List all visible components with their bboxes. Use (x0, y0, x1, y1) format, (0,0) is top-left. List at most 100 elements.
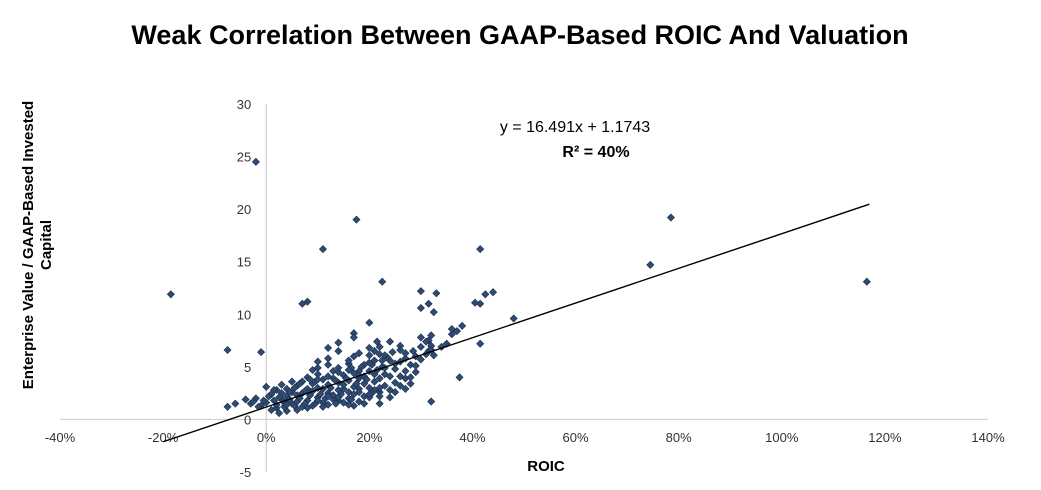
data-point (401, 349, 410, 358)
data-point (432, 289, 441, 298)
data-point (334, 368, 343, 377)
data-point (313, 375, 322, 384)
data-point (476, 245, 485, 254)
data-point (354, 349, 364, 358)
data-point (223, 402, 232, 411)
data-point (298, 299, 307, 308)
data-point (429, 308, 438, 317)
data-point (306, 391, 315, 400)
data-point (406, 360, 415, 369)
x-tick-label: 40% (459, 430, 485, 445)
data-point (416, 342, 425, 351)
x-tick-label: 100% (765, 430, 799, 445)
data-point (416, 287, 425, 296)
data-point (324, 354, 333, 363)
data-point (422, 337, 431, 346)
data-point (277, 380, 286, 389)
data-point (259, 396, 268, 405)
data-point (324, 372, 333, 381)
data-point (375, 342, 384, 351)
data-point (489, 288, 498, 297)
data-point (409, 347, 418, 356)
data-point (411, 368, 420, 377)
data-point (306, 375, 315, 384)
data-point (373, 337, 382, 346)
data-point (269, 385, 278, 395)
data-point (290, 383, 299, 392)
data-point (249, 397, 258, 406)
x-tick-label: -20% (148, 430, 179, 445)
x-tick-label: 120% (868, 430, 902, 445)
data-point (365, 358, 374, 367)
data-point (424, 299, 433, 308)
data-point (385, 393, 394, 402)
data-point (401, 367, 410, 376)
data-point (339, 380, 348, 389)
y-tick-labels: -5 0 5 10 15 20 25 30 (237, 97, 251, 480)
x-tick-label: 60% (563, 430, 589, 445)
data-point (365, 318, 374, 327)
data-point (391, 378, 400, 387)
y-tick-label: 20 (237, 202, 251, 217)
data-point (344, 356, 353, 365)
data-point (166, 290, 175, 299)
data-point (352, 379, 361, 388)
data-point (470, 298, 480, 307)
data-point (385, 337, 394, 346)
data-point (411, 361, 420, 370)
trendline (162, 203, 870, 443)
data-point (357, 362, 366, 371)
data-point (316, 390, 325, 399)
data-point (481, 290, 490, 299)
data-point (509, 314, 518, 323)
data-point (429, 351, 438, 360)
data-point (347, 395, 356, 404)
data-point (313, 357, 322, 366)
x-tick-label: 20% (356, 430, 382, 445)
data-point (324, 392, 333, 401)
y-axis-label-line-1: Enterprise Value / GAAP-Based Invested (20, 100, 37, 390)
x-tick-label: 80% (666, 430, 692, 445)
data-point (257, 348, 266, 357)
data-point (303, 403, 312, 412)
data-point (334, 347, 343, 356)
y-tick-label: -5 (240, 465, 252, 480)
data-point (388, 348, 397, 357)
data-point (380, 351, 389, 360)
data-point (352, 215, 361, 224)
data-point (275, 393, 284, 402)
data-point (331, 399, 340, 408)
data-point (360, 399, 369, 408)
data-point (406, 379, 415, 388)
data-point (401, 354, 410, 363)
data-point (380, 370, 389, 379)
data-point (370, 377, 379, 386)
data-point (290, 401, 299, 410)
data-point (427, 346, 436, 355)
data-point (416, 333, 425, 342)
x-tick-label: 140% (971, 430, 1005, 445)
data-point (406, 373, 415, 382)
data-point (447, 330, 456, 339)
data-point (458, 321, 467, 330)
data-point (427, 397, 436, 406)
data-point (223, 346, 232, 355)
data-point (396, 346, 405, 355)
data-point (427, 331, 436, 340)
data-point (282, 400, 291, 409)
data-point (275, 409, 284, 418)
data-point (339, 384, 348, 393)
trendline-equation: y = 16.491x + 1.1743 (499, 119, 651, 136)
x-axis-label: ROIC (527, 458, 565, 475)
data-point (666, 213, 675, 222)
x-tick-label: -40% (45, 430, 76, 445)
data-point (295, 379, 304, 388)
data-point (447, 324, 456, 334)
y-tick-label: 5 (244, 360, 251, 375)
data-point (378, 356, 387, 365)
data-point (287, 377, 297, 386)
data-point (370, 347, 379, 356)
data-point (375, 392, 384, 401)
y-tick-label: 15 (237, 255, 251, 270)
